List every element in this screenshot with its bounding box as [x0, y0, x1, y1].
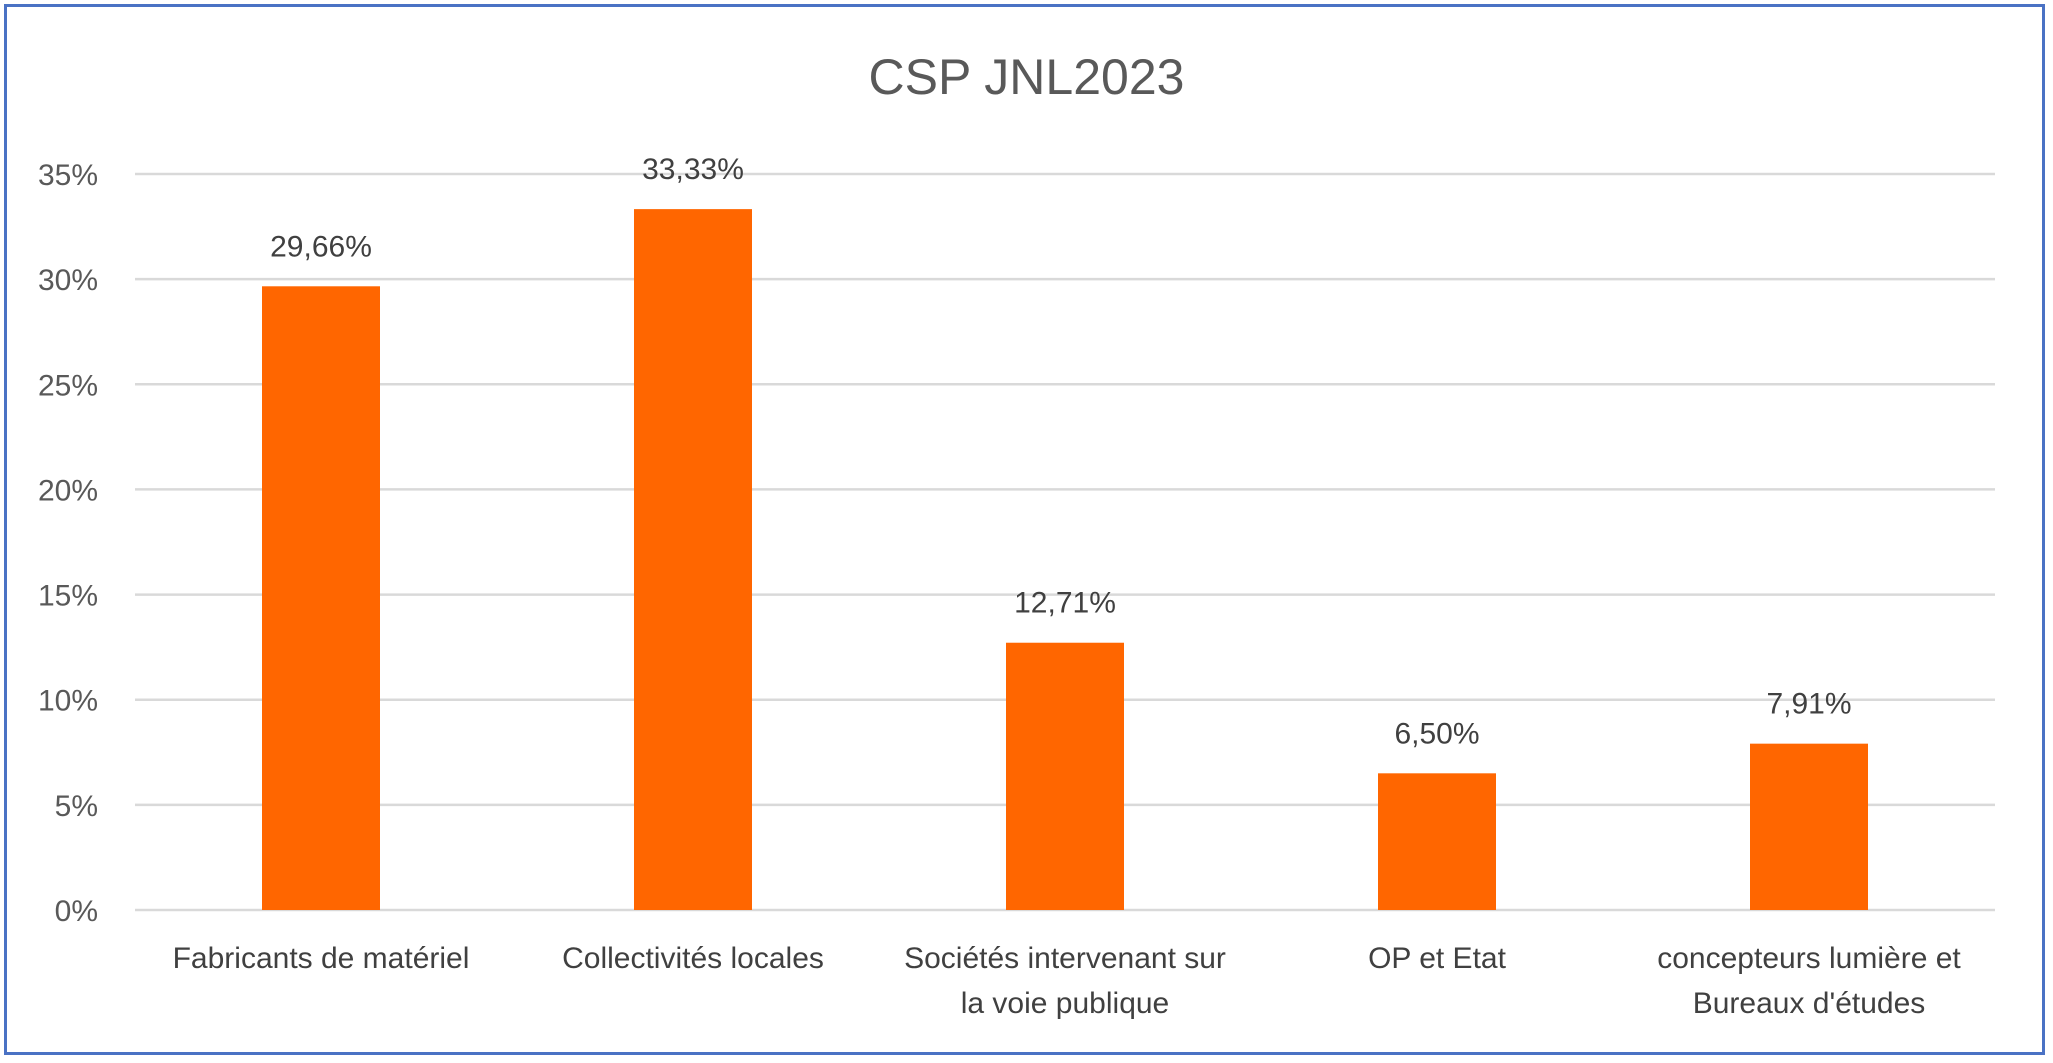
- x-category-label: concepteurs lumière et: [1657, 942, 1961, 975]
- y-tick-label: 35%: [38, 159, 98, 192]
- bar: [1006, 642, 1124, 910]
- bar: [262, 286, 380, 910]
- chart-title: CSP JNL2023: [868, 49, 1185, 105]
- y-tick-label: 10%: [38, 685, 98, 718]
- y-tick-label: 30%: [38, 264, 98, 297]
- x-axis: Fabricants de matériel Collectivités loca…: [173, 942, 1962, 1020]
- data-labels: 29,66% 33,33% 12,71% 6,50% 7,91%: [270, 153, 1851, 750]
- y-tick-label: 20%: [38, 474, 98, 507]
- y-tick-label: 25%: [38, 369, 98, 402]
- x-category-label: Fabricants de matériel: [173, 942, 470, 975]
- data-label: 12,71%: [1014, 587, 1116, 620]
- x-category-label: la voie publique: [961, 987, 1170, 1020]
- data-label: 33,33%: [642, 153, 744, 186]
- y-tick-label: 5%: [55, 790, 98, 823]
- y-tick-label: 0%: [55, 895, 98, 928]
- x-category-label: Collectivités locales: [562, 942, 824, 975]
- y-tick-label: 15%: [38, 580, 98, 613]
- bars: [262, 209, 1868, 910]
- bar: [1378, 773, 1496, 910]
- x-category-label: Sociétés intervenant sur: [904, 942, 1226, 975]
- data-label: 6,50%: [1394, 717, 1479, 750]
- x-category-label: OP et Etat: [1368, 942, 1507, 975]
- bar: [1750, 743, 1868, 910]
- data-label: 7,91%: [1766, 688, 1851, 721]
- y-axis: 0% 5% 10% 15% 20% 25% 30% 35%: [38, 159, 98, 928]
- data-label: 29,66%: [270, 230, 372, 263]
- bar: [634, 209, 752, 910]
- x-category-label: Bureaux d'études: [1693, 987, 1926, 1020]
